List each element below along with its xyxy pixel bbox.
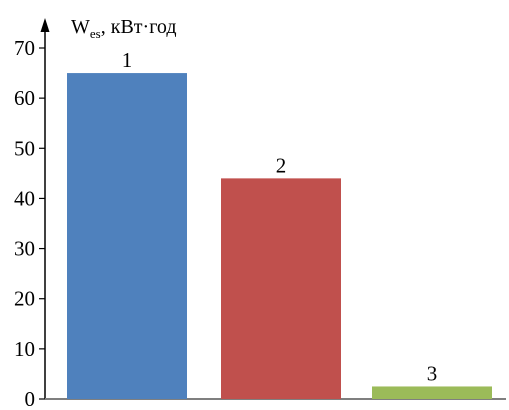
- y-tick-label: 0: [25, 387, 36, 410]
- bar-label-1: 1: [122, 48, 133, 72]
- bar-3: [372, 386, 492, 399]
- y-axis-title: Wes, кВт·год: [71, 16, 177, 41]
- bar-label-2: 2: [276, 153, 287, 177]
- y-tick-label: 70: [14, 36, 35, 60]
- y-axis-arrow: [40, 18, 50, 32]
- y-tick-label: 60: [14, 86, 35, 110]
- y-tick-label: 40: [14, 186, 35, 210]
- y-tick-label: 10: [14, 337, 35, 361]
- y-axis-title-subscript: es: [90, 26, 101, 41]
- y-axis-title-text: Wes, кВт·год: [71, 16, 177, 41]
- y-tick-label: 20: [14, 287, 35, 311]
- bar-1: [67, 73, 187, 400]
- y-axis-title-unit: , кВт·год: [101, 16, 177, 38]
- bar-2: [221, 178, 341, 399]
- y-tick-label: 30: [14, 237, 35, 261]
- y-tick-label: 50: [14, 136, 35, 160]
- y-axis-title-main: W: [71, 16, 90, 38]
- bar-label-3: 3: [427, 361, 438, 385]
- bars: 1 2 3: [67, 48, 492, 400]
